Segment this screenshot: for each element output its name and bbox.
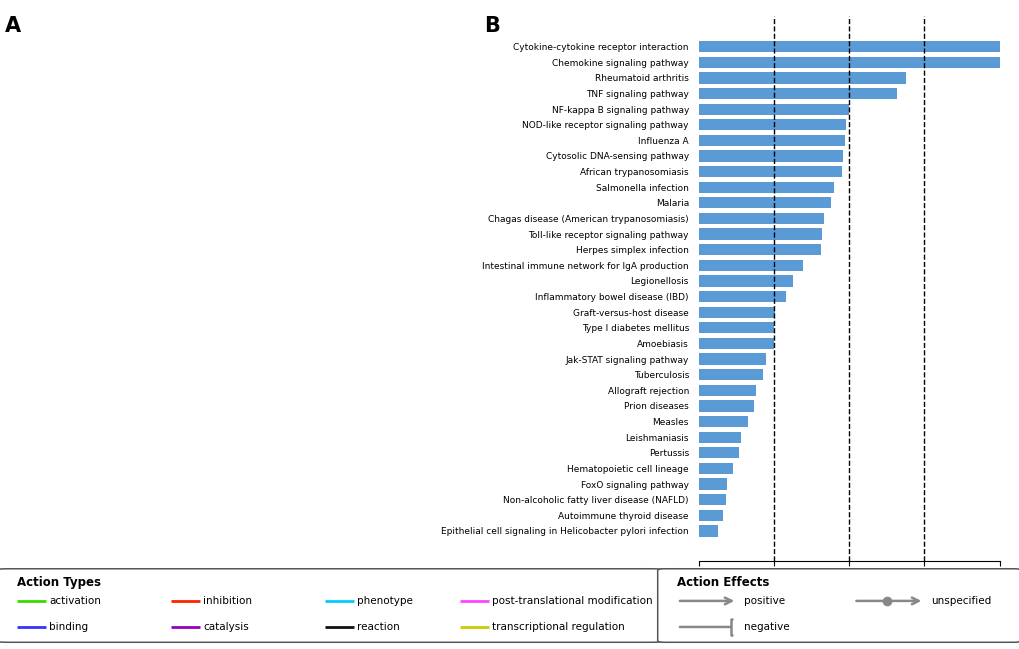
Bar — [698, 306, 774, 318]
Bar — [698, 463, 733, 474]
Bar — [698, 228, 821, 239]
Text: Action Types: Action Types — [16, 576, 101, 589]
Text: inhibition: inhibition — [203, 596, 252, 606]
Bar — [698, 151, 843, 162]
Bar — [698, 244, 819, 255]
Bar — [698, 369, 762, 380]
Bar — [698, 166, 841, 177]
Bar — [698, 291, 786, 302]
Text: binding: binding — [49, 622, 89, 632]
Text: catalysis: catalysis — [203, 622, 249, 632]
Text: unspecified: unspecified — [930, 596, 990, 606]
Text: reaction: reaction — [357, 622, 399, 632]
Bar — [698, 182, 834, 193]
Text: negative: negative — [744, 622, 789, 632]
Bar — [698, 88, 897, 99]
Bar — [698, 213, 822, 224]
Bar — [698, 41, 999, 53]
Text: B: B — [484, 16, 500, 36]
Bar — [698, 494, 726, 506]
Bar — [698, 260, 802, 271]
Bar — [698, 197, 830, 208]
FancyBboxPatch shape — [0, 569, 663, 643]
Bar — [698, 400, 754, 411]
Bar — [698, 416, 748, 427]
X-axis label: -log10(FDR P value): -log10(FDR P value) — [790, 590, 907, 603]
Text: post-translational modification: post-translational modification — [492, 596, 652, 606]
Bar — [698, 135, 844, 146]
Bar — [698, 478, 727, 490]
Bar — [698, 447, 739, 458]
FancyBboxPatch shape — [657, 569, 1019, 643]
Bar — [698, 323, 773, 334]
Bar — [698, 509, 722, 521]
Text: phenotype: phenotype — [357, 596, 413, 606]
Bar — [698, 103, 848, 115]
Bar — [698, 275, 793, 287]
Bar — [698, 385, 755, 396]
Bar — [698, 119, 846, 130]
Bar — [698, 354, 765, 365]
Text: Action Effects: Action Effects — [677, 576, 768, 589]
Text: activation: activation — [49, 596, 101, 606]
Bar — [698, 56, 999, 68]
Bar — [698, 432, 740, 443]
Bar — [698, 525, 717, 537]
Text: A: A — [5, 16, 21, 36]
Bar — [698, 72, 906, 84]
Bar — [698, 338, 773, 349]
Text: transcriptional regulation: transcriptional regulation — [492, 622, 625, 632]
Text: positive: positive — [744, 596, 785, 606]
